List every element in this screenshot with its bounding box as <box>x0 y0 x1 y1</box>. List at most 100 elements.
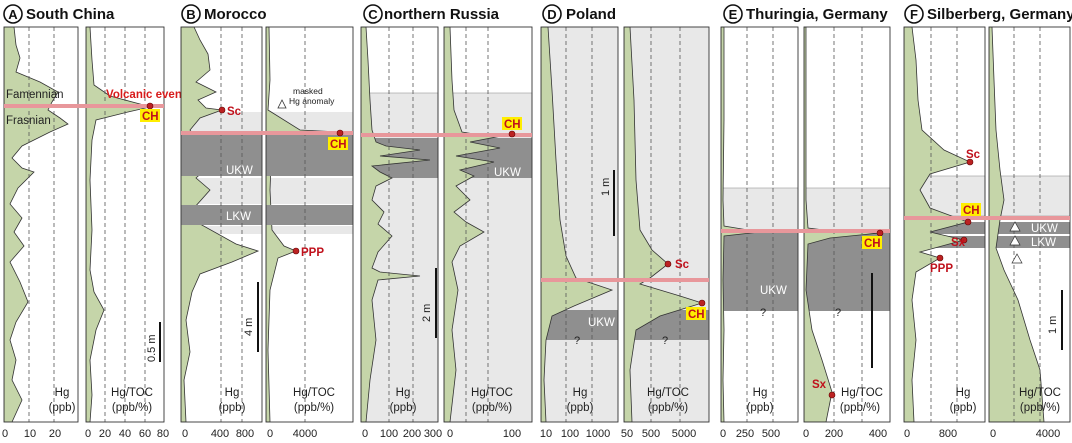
masked-label-line1: masked <box>293 86 323 96</box>
zone-ukw-label: UKW <box>226 165 253 177</box>
track-frame <box>360 26 439 423</box>
warning-triangle-icon <box>1009 221 1021 232</box>
panel-d-letter: D <box>547 7 556 22</box>
scale-bar-label: 1 m <box>1047 316 1059 334</box>
tick-label: 800 <box>939 428 957 440</box>
panel-c-hg-track <box>360 26 439 423</box>
panel-c-header: C northern Russia <box>363 4 500 24</box>
hgtoc-axis-unit: (ppb/%) <box>840 402 880 414</box>
hg-curve <box>541 27 614 422</box>
hgtoc-curve <box>989 27 1045 422</box>
zone-unknown: ? <box>662 335 668 347</box>
hgtoc-axis-unit: (ppb/%) <box>294 402 334 414</box>
panel-d-letter-circle <box>542 4 562 24</box>
hgtoc-axis-label: Hg/TOC <box>1019 387 1061 399</box>
ch-badge <box>328 137 348 150</box>
zone-ukw-label: UKW <box>588 317 615 329</box>
hg-axis-unit: (ppb) <box>390 402 417 414</box>
zone-unknown: ? <box>760 307 766 319</box>
panel-e-hgtoc-track <box>803 26 891 423</box>
hg-axis-label: Hg <box>573 387 588 399</box>
tick-label: 80 <box>157 428 169 440</box>
hgtoc-axis-unit: (ppb/%) <box>112 402 152 414</box>
tick-label: 500 <box>762 428 780 440</box>
hgtoc-axis-label: Hg/TOC <box>293 387 335 399</box>
sx-label: Sx <box>812 379 827 391</box>
sc-label: Sc <box>966 149 981 161</box>
panel-b-title: Morocco <box>204 6 267 23</box>
ch-badge <box>686 307 706 320</box>
tick-label: 4000 <box>1036 428 1060 440</box>
tick-label: 5000 <box>672 428 696 440</box>
ch-label: CH <box>963 205 980 217</box>
zone-unknown: ? <box>835 307 841 319</box>
tick-label: 0 <box>182 428 188 440</box>
boundary-band <box>541 278 709 282</box>
panel-f-header: F Silberberg, Germany <box>904 4 1072 24</box>
warning-triangle-icon <box>277 99 287 109</box>
hgtoc-curve <box>624 27 704 422</box>
sc-label: Sc <box>675 259 690 271</box>
zone-lkw-label: LKW <box>226 211 251 223</box>
zone-ukw-label: UKW <box>760 285 787 297</box>
event-dot <box>218 106 226 114</box>
warning-triangle-icon <box>1009 235 1021 246</box>
track-frame <box>265 26 354 423</box>
panel-e-letter-circle <box>723 4 743 24</box>
ch-badge <box>502 117 522 130</box>
hg-axis-label: Hg <box>753 387 768 399</box>
tick-label: 0 <box>904 428 910 440</box>
stage-lower: Frasnian <box>6 115 51 127</box>
event-dot <box>508 130 516 138</box>
gray-band <box>181 226 262 234</box>
hgtoc-axis-unit: (ppb/%) <box>1020 402 1060 414</box>
gray-band <box>720 187 799 233</box>
zone-ukw-label: UKW <box>494 167 521 179</box>
tick-label: 400 <box>211 428 229 440</box>
hgtoc-axis-label: Hg/TOC <box>647 387 689 399</box>
panel-d-hg-track <box>540 26 619 423</box>
ch-label: CH <box>142 111 159 123</box>
event-dot <box>336 129 344 137</box>
hg-curve <box>721 27 761 422</box>
tick-label: 200 <box>403 428 421 440</box>
panel-a-hg-track <box>3 26 79 423</box>
tick-label: 1000 <box>586 428 610 440</box>
shale-lkw <box>989 236 1070 248</box>
track-frame <box>3 26 79 423</box>
panel-b: B Morocco <box>180 4 354 440</box>
zone-unknown: ? <box>574 335 580 347</box>
tick-label: 0 <box>267 428 273 440</box>
tick-label: 0 <box>362 428 368 440</box>
masked-label-line2: Hg anomaly <box>289 96 335 106</box>
hg-axis-unit: (ppb) <box>219 402 246 414</box>
tick-label: 100 <box>380 428 398 440</box>
shale-ukw <box>721 233 798 311</box>
ch-badge <box>862 236 882 249</box>
ch-label: CH <box>330 139 347 151</box>
tick-label: 10 <box>540 428 552 440</box>
panel-b-letter-circle <box>181 4 201 24</box>
zone-lkw-label: LKW <box>1031 237 1056 249</box>
hg-axis-unit: (ppb) <box>747 402 774 414</box>
stage-upper: Famennian <box>6 89 64 101</box>
panel-b-hgtoc-track <box>265 26 354 423</box>
hg-axis-label: Hg <box>956 387 971 399</box>
ch-badge <box>961 203 981 216</box>
hgtoc-axis-unit: (ppb/%) <box>472 402 512 414</box>
event-dot <box>664 260 672 268</box>
shale-lkw <box>266 205 353 225</box>
event-dot <box>936 254 944 262</box>
panel-a-hgtoc-track <box>85 26 165 423</box>
tick-label: 100 <box>561 428 579 440</box>
panel-b-letter: B <box>186 7 195 22</box>
gray-band <box>266 226 353 234</box>
hg-curve <box>4 27 69 422</box>
hg-axis-label: Hg <box>55 387 70 399</box>
ch-label: CH <box>688 309 705 321</box>
boundary-band <box>181 131 353 135</box>
panel-d: D Poland UKW ? ? Sc <box>540 4 710 440</box>
panel-c-hgtoc-track <box>443 26 533 423</box>
hgtoc-curve <box>804 27 881 422</box>
